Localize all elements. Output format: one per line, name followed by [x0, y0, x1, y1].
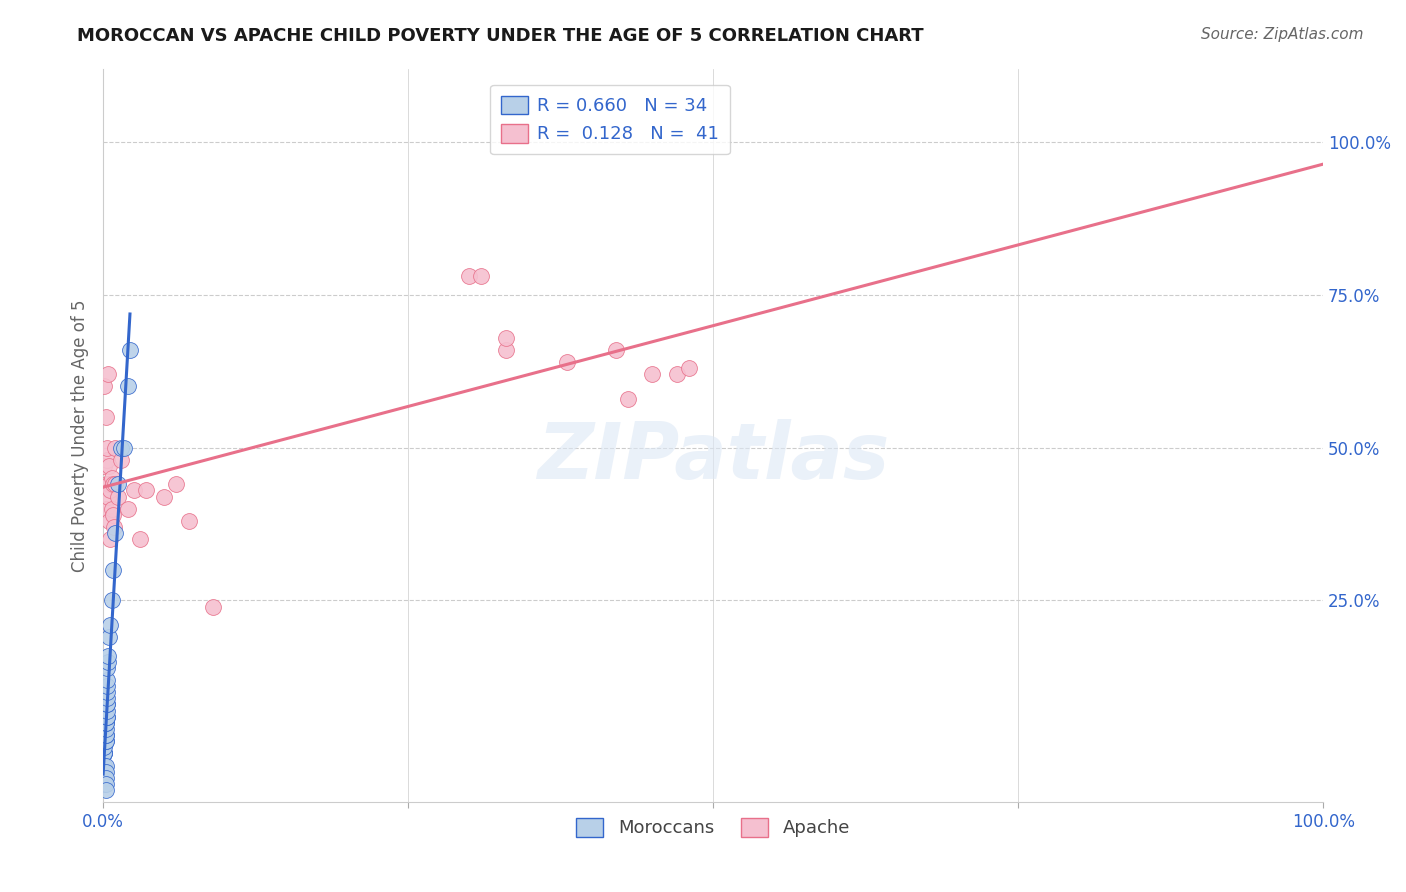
Point	[128, 533, 150, 547]
Point	[96, 477, 118, 491]
Text: Source: ZipAtlas.com: Source: ZipAtlas.com	[1201, 27, 1364, 42]
Point	[107, 490, 129, 504]
Point	[97, 655, 120, 669]
Point	[98, 514, 121, 528]
Point	[458, 269, 481, 284]
Point	[107, 477, 129, 491]
Point	[96, 698, 118, 712]
Point	[96, 698, 118, 712]
Point	[94, 410, 117, 425]
Point	[94, 501, 117, 516]
Point	[100, 501, 122, 516]
Point	[96, 453, 118, 467]
Point	[100, 471, 122, 485]
Point	[94, 764, 117, 779]
Point	[94, 728, 117, 742]
Point	[555, 355, 578, 369]
Point	[605, 343, 627, 357]
Point	[94, 783, 117, 797]
Point	[94, 715, 117, 730]
Point	[94, 734, 117, 748]
Point	[96, 704, 118, 718]
Point	[93, 747, 115, 761]
Point	[93, 740, 115, 755]
Point	[94, 715, 117, 730]
Point	[93, 379, 115, 393]
Point	[104, 526, 127, 541]
Point	[96, 709, 118, 723]
Point	[100, 533, 122, 547]
Point	[93, 764, 115, 779]
Legend: Moroccans, Apache: Moroccans, Apache	[569, 811, 858, 845]
Point	[678, 361, 700, 376]
Point	[96, 709, 118, 723]
Point	[93, 758, 115, 772]
Point	[122, 483, 145, 498]
Point	[177, 514, 200, 528]
Point	[97, 648, 120, 663]
Point	[470, 269, 492, 284]
Point	[201, 599, 224, 614]
Text: MOROCCAN VS APACHE CHILD POVERTY UNDER THE AGE OF 5 CORRELATION CHART: MOROCCAN VS APACHE CHILD POVERTY UNDER T…	[77, 27, 924, 45]
Point	[98, 458, 121, 473]
Point	[101, 563, 124, 577]
Point	[98, 477, 121, 491]
Point	[93, 747, 115, 761]
Point	[100, 593, 122, 607]
Point	[101, 477, 124, 491]
Point	[117, 501, 139, 516]
Point	[104, 441, 127, 455]
Point	[641, 368, 664, 382]
Point	[96, 661, 118, 675]
Point	[100, 483, 122, 498]
Point	[93, 777, 115, 791]
Point	[94, 777, 117, 791]
Y-axis label: Child Poverty Under the Age of 5: Child Poverty Under the Age of 5	[72, 299, 89, 572]
Point	[96, 685, 118, 699]
Point	[117, 379, 139, 393]
Point	[93, 747, 115, 761]
Point	[94, 728, 117, 742]
Point	[118, 343, 141, 357]
Point	[93, 458, 115, 473]
Point	[135, 483, 157, 498]
Point	[94, 758, 117, 772]
Point	[100, 618, 122, 632]
Point	[112, 441, 135, 455]
Point	[153, 490, 176, 504]
Point	[96, 673, 118, 687]
Point	[96, 679, 118, 693]
Text: ZIPatlas: ZIPatlas	[537, 419, 889, 495]
Point	[94, 771, 117, 785]
Point	[165, 477, 187, 491]
Point	[103, 520, 125, 534]
Point	[94, 734, 117, 748]
Point	[495, 330, 517, 344]
Point	[110, 453, 132, 467]
Point	[96, 441, 118, 455]
Point	[110, 441, 132, 455]
Point	[97, 368, 120, 382]
Point	[104, 477, 127, 491]
Point	[98, 630, 121, 644]
Point	[665, 368, 688, 382]
Point	[97, 490, 120, 504]
Point	[93, 747, 115, 761]
Point	[101, 508, 124, 522]
Point	[94, 722, 117, 736]
Point	[616, 392, 638, 406]
Point	[96, 691, 118, 706]
Point	[93, 771, 115, 785]
Point	[495, 343, 517, 357]
